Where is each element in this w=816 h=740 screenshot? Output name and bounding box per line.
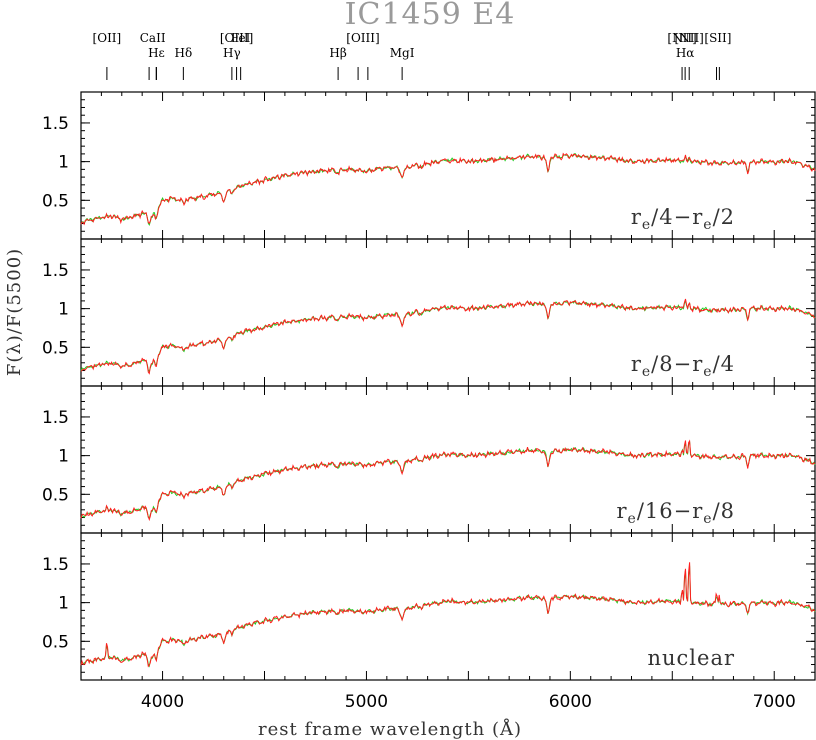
line-label-6: Hγ	[223, 46, 241, 60]
line-label-12: [NII]	[675, 31, 704, 45]
line-label-7: Hβ	[329, 46, 346, 60]
model-spectrum-3	[80, 565, 816, 668]
panel-3: 0.5 1 1.5 nuclear	[42, 532, 816, 681]
y-tick-label-1-1: 1	[58, 300, 69, 320]
observed-spectrum-3	[80, 562, 816, 668]
y-tick-label-3-1: 1	[58, 594, 69, 614]
panel-2: 0.5 1 1.5 re/16−re/8	[42, 385, 816, 534]
line-label-0: [OII]	[93, 31, 122, 45]
x-tick-label-1: 5000	[345, 692, 388, 712]
panel-label-0: re/4−re/2	[631, 205, 735, 233]
x-tick-label-0: 4000	[141, 692, 184, 712]
observed-spectrum-1	[80, 298, 816, 375]
line-label-8: [OIII]	[346, 31, 379, 45]
y-tick-label-1-2: 1.5	[42, 261, 69, 281]
line-label-2: Hε	[148, 46, 165, 60]
panel-1: 0.5 1 1.5 re/8−re/4	[42, 238, 816, 387]
x-axis: 4000 5000 6000 7000	[141, 692, 796, 712]
y-axis-label: F(λ)/F(5500)	[4, 248, 25, 376]
y-tick-label-2-1: 1	[58, 447, 69, 467]
line-label-13: [SII]	[704, 31, 731, 45]
panel-0: 0.5 1 1.5 re/4−re/2	[42, 91, 816, 240]
y-tick-label-0-0: 0.5	[42, 191, 69, 211]
line-label-1: CaII	[140, 31, 166, 45]
y-tick-label-0-2: 1.5	[42, 114, 69, 134]
chart-title: IC1459 E4	[345, 0, 516, 32]
panel-label-2: re/16−re/8	[616, 499, 735, 527]
y-tick-label-3-2: 1.5	[42, 555, 69, 575]
x-tick-label-2: 6000	[549, 692, 592, 712]
y-tick-label-3-0: 0.5	[42, 632, 69, 652]
observed-spectrum-2	[80, 439, 816, 522]
line-label-11: Hα	[676, 46, 695, 60]
x-tick-label-3: 7000	[753, 692, 796, 712]
line-label-3: Hδ	[175, 46, 193, 60]
y-tick-label-2-0: 0.5	[42, 485, 69, 505]
spectrum-panels: 0.5 1 1.5 re/4−re/2 0.5 1 1.5 re/8−re/4 0.5 1 1.5 r…	[42, 91, 816, 681]
panel-label-3: nuclear	[647, 646, 735, 670]
line-label-4: [OIII]	[220, 31, 253, 45]
model-spectrum-1	[80, 299, 816, 373]
y-tick-label-1-0: 0.5	[42, 338, 69, 358]
line-label-9: MgI	[390, 46, 415, 60]
y-tick-label-0-1: 1	[58, 153, 69, 173]
observed-spectrum-0	[80, 152, 816, 226]
model-spectrum-0	[80, 153, 816, 226]
line-label-5: FeI	[231, 31, 251, 45]
x-axis-label: rest frame wavelength (Å)	[258, 718, 522, 740]
panel-label-1: re/8−re/4	[631, 352, 735, 380]
y-tick-label-2-2: 1.5	[42, 408, 69, 428]
line-label-10: [NII]	[667, 31, 696, 45]
